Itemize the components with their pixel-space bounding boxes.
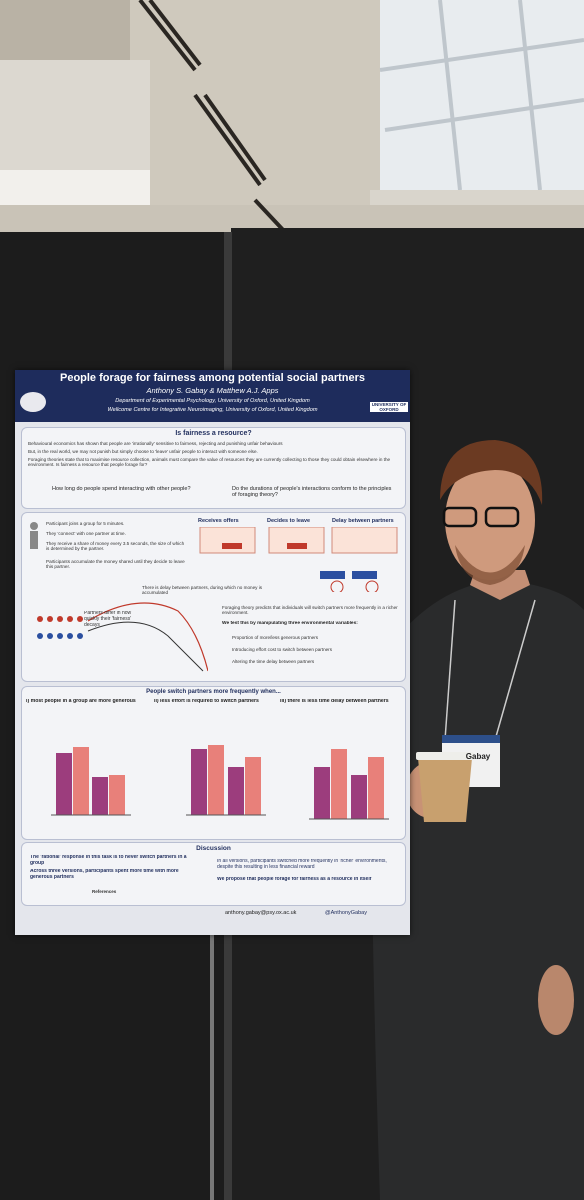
question: Do the durations of people's interaction… (232, 486, 392, 499)
discussion-point: Across three versions, participants spen… (30, 869, 179, 880)
variable: Proportion of more/less generous partner… (232, 635, 319, 640)
affiliation: Department of Experimental Psychology, U… (115, 398, 310, 404)
partners-diagram (37, 602, 208, 672)
cup-lid (416, 752, 474, 760)
task-step: Participant joins a group for 5 minutes. (46, 521, 125, 526)
lanyard (444, 599, 456, 741)
badge-strip (442, 735, 500, 743)
lanyard (494, 599, 536, 741)
glasses (484, 506, 520, 528)
task-box: Participant joins a group for 5 minutes.… (21, 512, 406, 682)
task-step: They 'connect' with one partner at time. (46, 531, 126, 536)
result-charts (51, 745, 389, 820)
bullet: But, in the real world, we may not punis… (28, 449, 258, 454)
section-heading: Is fairness a resource? (175, 430, 252, 437)
skylight (380, 0, 584, 195)
badge-name: Gabay (465, 752, 491, 761)
stage-label: Receives offers (198, 518, 239, 524)
panel-title: i) most people in a group are more gener… (26, 699, 136, 704)
bullet: Foraging theories state that to maximise… (28, 457, 391, 468)
theory: Foraging theory predicts that individual… (222, 605, 398, 616)
results-box: People switch partners more frequently w… (21, 686, 406, 840)
university: UNIVERSITY OF OXFORD (370, 402, 408, 413)
task-step: There is delay between partners, during … (142, 585, 262, 596)
coffee-cup (418, 758, 472, 822)
stage-label: Delay between partners (332, 518, 394, 524)
task-step: Participants accumulate the money shared… (46, 559, 185, 570)
variable: Altering the time delay between partners (232, 659, 315, 664)
hand (538, 965, 574, 1035)
poster: People forage for fairness among potenti… (15, 370, 410, 935)
stage-label: Decides to leave (267, 518, 311, 524)
vent (138, 0, 287, 234)
panel-3-bars (309, 749, 389, 820)
person (371, 440, 584, 1200)
panel-1-bars (51, 747, 131, 816)
affiliation: Wellcome Centre for Integrative Neuroima… (107, 407, 318, 413)
variable: Introducing effort cost to switch betwee… (232, 647, 333, 652)
beard (455, 545, 525, 585)
panel-title: ii) less effort is required to switch pa… (154, 699, 259, 704)
partners-note: Partners differ in how quickly their 'fa… (84, 611, 132, 628)
section-heading: Discussion (196, 845, 231, 852)
intro-box: Is fairness a resource? Behavioural econ… (21, 427, 406, 509)
ceiling-panel (0, 0, 130, 60)
contact-twitter: @AnthonyGabay (325, 910, 367, 916)
bullet: Behavioural economics has shown that peo… (28, 441, 283, 446)
skylight-frame (379, 0, 584, 191)
face (445, 460, 535, 580)
discussion-point: The 'rational' response in this task is … (30, 855, 187, 866)
contact-email: anthony.gabay@psy.ox.ac.uk (225, 910, 297, 916)
panel-title: iii) there is less time delay between pa… (280, 699, 389, 704)
task-step: They receive a share of money every 3.5 … (46, 541, 185, 552)
discussion-box: Discussion The 'rational' response in th… (21, 842, 406, 906)
discussion-point: We propose that people forage for fairne… (217, 877, 372, 882)
section-heading: People switch partners more frequently w… (146, 689, 281, 695)
discussion-point: In all versions, participants switched m… (217, 859, 387, 870)
shirt (371, 580, 584, 1200)
glasses (442, 506, 478, 528)
person-icon (30, 522, 38, 549)
brain-logo (20, 392, 46, 412)
references: References (92, 889, 117, 894)
question: How long do people spend interacting wit… (52, 486, 191, 492)
manipulation: We test this by manipulating three envir… (222, 621, 358, 626)
poster-title: People forage for fairness among potenti… (59, 372, 366, 384)
authors: Anthony S. Gabay & Matthew A.J. Apps (146, 387, 279, 395)
hair (440, 440, 543, 505)
light-strip (0, 170, 150, 205)
poster-header: People forage for fairness among potenti… (15, 370, 410, 422)
panel-2-bars (186, 745, 266, 816)
task-diagram (199, 527, 398, 592)
